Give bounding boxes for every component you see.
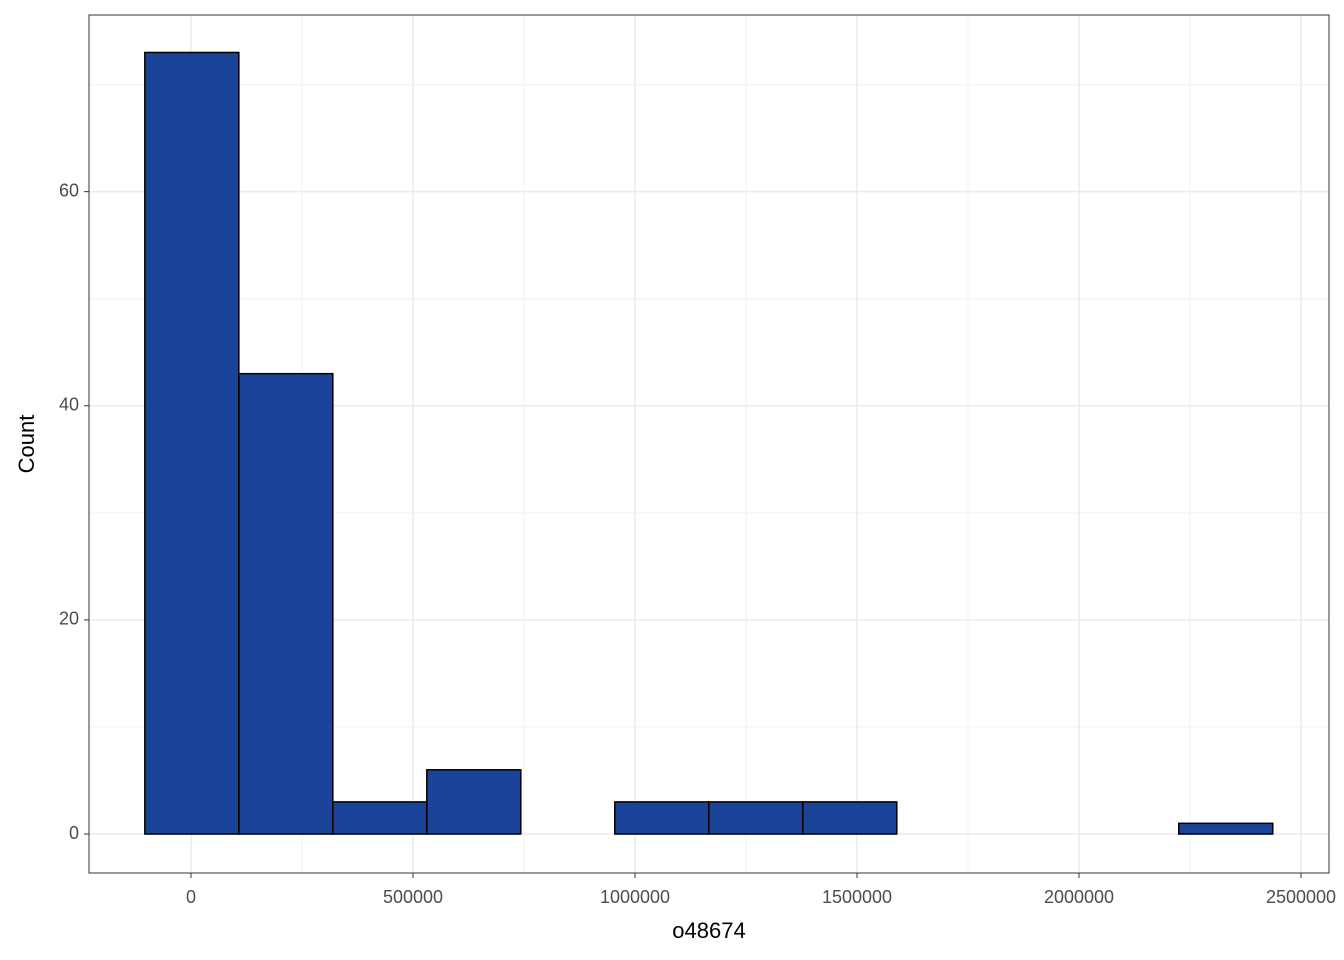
histogram-bar [1178,822,1274,835]
x-tick-label: 500000 [383,887,443,907]
x-tick-label: 1500000 [822,887,892,907]
histogram-bar [614,801,710,835]
histogram-bar [332,801,428,835]
histogram-bar [238,372,334,835]
x-tick-label: 2000000 [1044,887,1114,907]
y-tick-label: 40 [59,395,79,415]
x-tick-label: 2500000 [1266,887,1336,907]
histogram-bar [708,801,804,835]
y-tick-label: 0 [69,823,79,843]
x-tick-label: 0 [186,887,196,907]
x-tick-label: 1000000 [600,887,670,907]
y-tick-label: 20 [59,609,79,629]
panel-border [88,14,1330,874]
histogram-bar [144,51,240,835]
histogram-bar [802,801,898,835]
y-tick-label: 60 [59,180,79,200]
x-axis-title: o48674 [672,918,745,943]
y-axis-title: Count [14,415,39,474]
histogram-bar [426,769,522,835]
